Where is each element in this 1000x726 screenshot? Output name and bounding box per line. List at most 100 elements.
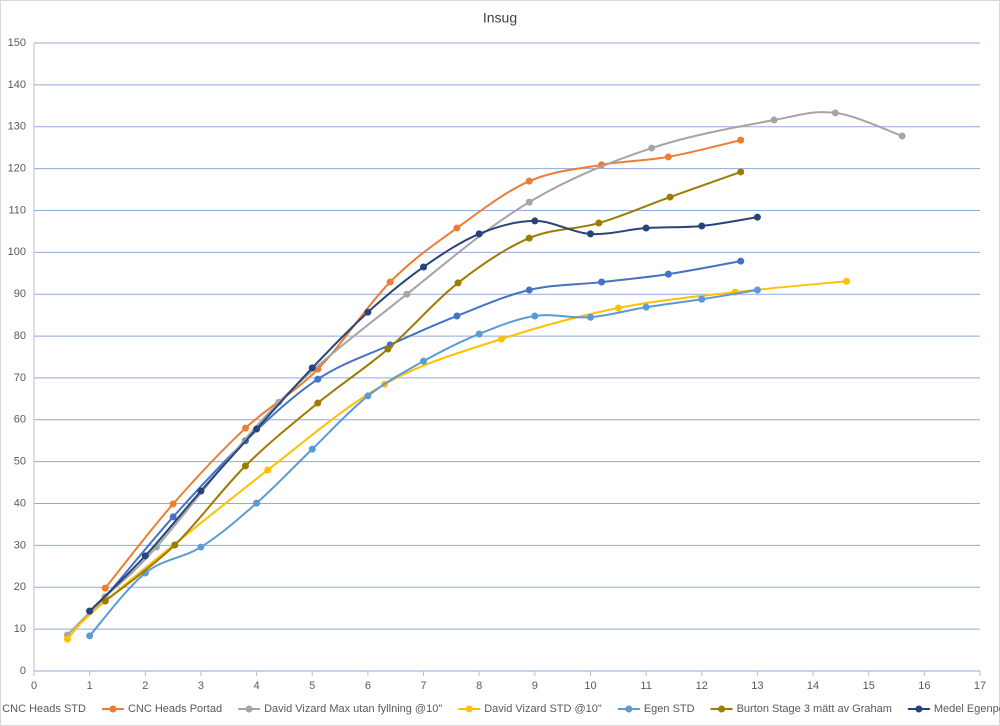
- series-line: [88, 260, 741, 612]
- legend-item: David Vizard Max utan fyllning @10": [238, 703, 442, 715]
- marker: [642, 303, 650, 311]
- marker: [420, 357, 428, 365]
- x-tick-label: 2: [142, 680, 148, 692]
- marker: [86, 607, 94, 615]
- marker: [403, 290, 411, 298]
- marker: [384, 345, 392, 353]
- marker: [386, 278, 394, 286]
- marker: [525, 234, 533, 242]
- marker: [101, 584, 109, 592]
- series-line: [104, 139, 741, 589]
- x-tick-label: 15: [863, 680, 875, 692]
- y-tick-label: 50: [14, 456, 26, 468]
- marker: [141, 552, 149, 560]
- marker: [842, 277, 850, 285]
- y-tick-label: 70: [14, 372, 26, 384]
- y-tick-label: 40: [14, 497, 26, 509]
- legend-item: David Vizard STD @10": [458, 703, 602, 715]
- x-tick-label: 16: [918, 680, 930, 692]
- legend-item: Burton Stage 3 mätt av Graham: [710, 703, 892, 715]
- legend-marker: [109, 705, 117, 713]
- marker: [241, 462, 249, 470]
- x-tick-label: 11: [640, 680, 651, 692]
- x-tick-label: 17: [974, 680, 986, 692]
- marker: [364, 392, 372, 400]
- marker: [737, 136, 745, 144]
- marker: [314, 399, 322, 407]
- marker: [253, 499, 261, 507]
- legend-marker: [245, 705, 253, 713]
- legend-item: Medel Egenportad: [907, 703, 1000, 715]
- legend-label: David Vizard Max utan fyllning @10": [264, 703, 442, 715]
- marker: [169, 500, 177, 508]
- marker: [275, 398, 283, 406]
- x-tick-label: 13: [751, 680, 763, 692]
- marker: [898, 132, 906, 140]
- marker: [753, 213, 761, 221]
- series-line: [104, 171, 742, 602]
- marker: [525, 198, 533, 206]
- x-tick-label: 5: [309, 680, 315, 692]
- legend-label: CNC Heads Portad: [128, 703, 222, 715]
- chart-title: Insug: [483, 10, 517, 26]
- marker: [531, 312, 539, 320]
- y-tick-label: 10: [14, 623, 26, 635]
- x-tick-label: 7: [420, 680, 426, 692]
- x-tick-label: 1: [87, 680, 93, 692]
- marker: [497, 335, 505, 343]
- marker: [475, 230, 483, 238]
- marker: [453, 312, 461, 320]
- legend-marker: [915, 705, 923, 713]
- marker: [101, 597, 109, 605]
- marker: [831, 109, 839, 117]
- y-tick-label: 110: [8, 204, 26, 216]
- legend-label: Medel Egenportad: [934, 703, 1000, 715]
- marker: [420, 263, 428, 271]
- marker: [648, 144, 656, 152]
- y-tick-label: 0: [20, 665, 26, 677]
- marker: [253, 425, 261, 433]
- y-tick-label: 80: [14, 330, 26, 342]
- marker: [586, 313, 594, 321]
- marker: [308, 364, 316, 372]
- legend-item: CNC Heads STD: [2, 703, 86, 715]
- marker: [197, 487, 205, 495]
- x-tick-label: 6: [365, 680, 371, 692]
- marker: [737, 168, 745, 176]
- y-tick-label: 100: [8, 246, 26, 258]
- marker: [314, 375, 322, 383]
- marker: [454, 279, 462, 287]
- x-tick-label: 4: [254, 680, 260, 692]
- y-tick-label: 60: [14, 414, 26, 426]
- marker: [86, 632, 94, 640]
- marker: [525, 177, 533, 185]
- x-tick-label: 9: [532, 680, 538, 692]
- legend-label: Burton Stage 3 mätt av Graham: [737, 703, 892, 715]
- marker: [737, 257, 745, 265]
- marker: [525, 286, 533, 294]
- y-tick-label: 150: [8, 37, 26, 49]
- marker: [197, 543, 205, 551]
- marker: [664, 153, 672, 161]
- marker: [666, 193, 674, 201]
- marker: [364, 308, 372, 316]
- y-tick-label: 20: [14, 581, 26, 593]
- marker: [264, 466, 272, 474]
- legend-item: Egen STD: [617, 703, 695, 715]
- x-tick-label: 10: [584, 680, 596, 692]
- series-line: [66, 280, 847, 640]
- legend-label: David Vizard STD @10": [484, 703, 602, 715]
- marker: [595, 219, 603, 227]
- series-line: [66, 111, 903, 636]
- marker: [598, 278, 606, 286]
- y-tick-label: 140: [8, 79, 26, 91]
- marker: [698, 295, 706, 303]
- y-tick-label: 120: [8, 163, 26, 175]
- x-tick-label: 0: [31, 680, 37, 692]
- marker: [63, 635, 71, 643]
- marker: [169, 513, 177, 521]
- legend-marker: [465, 705, 473, 713]
- legend-marker: [625, 705, 633, 713]
- x-tick-label: 14: [807, 680, 819, 692]
